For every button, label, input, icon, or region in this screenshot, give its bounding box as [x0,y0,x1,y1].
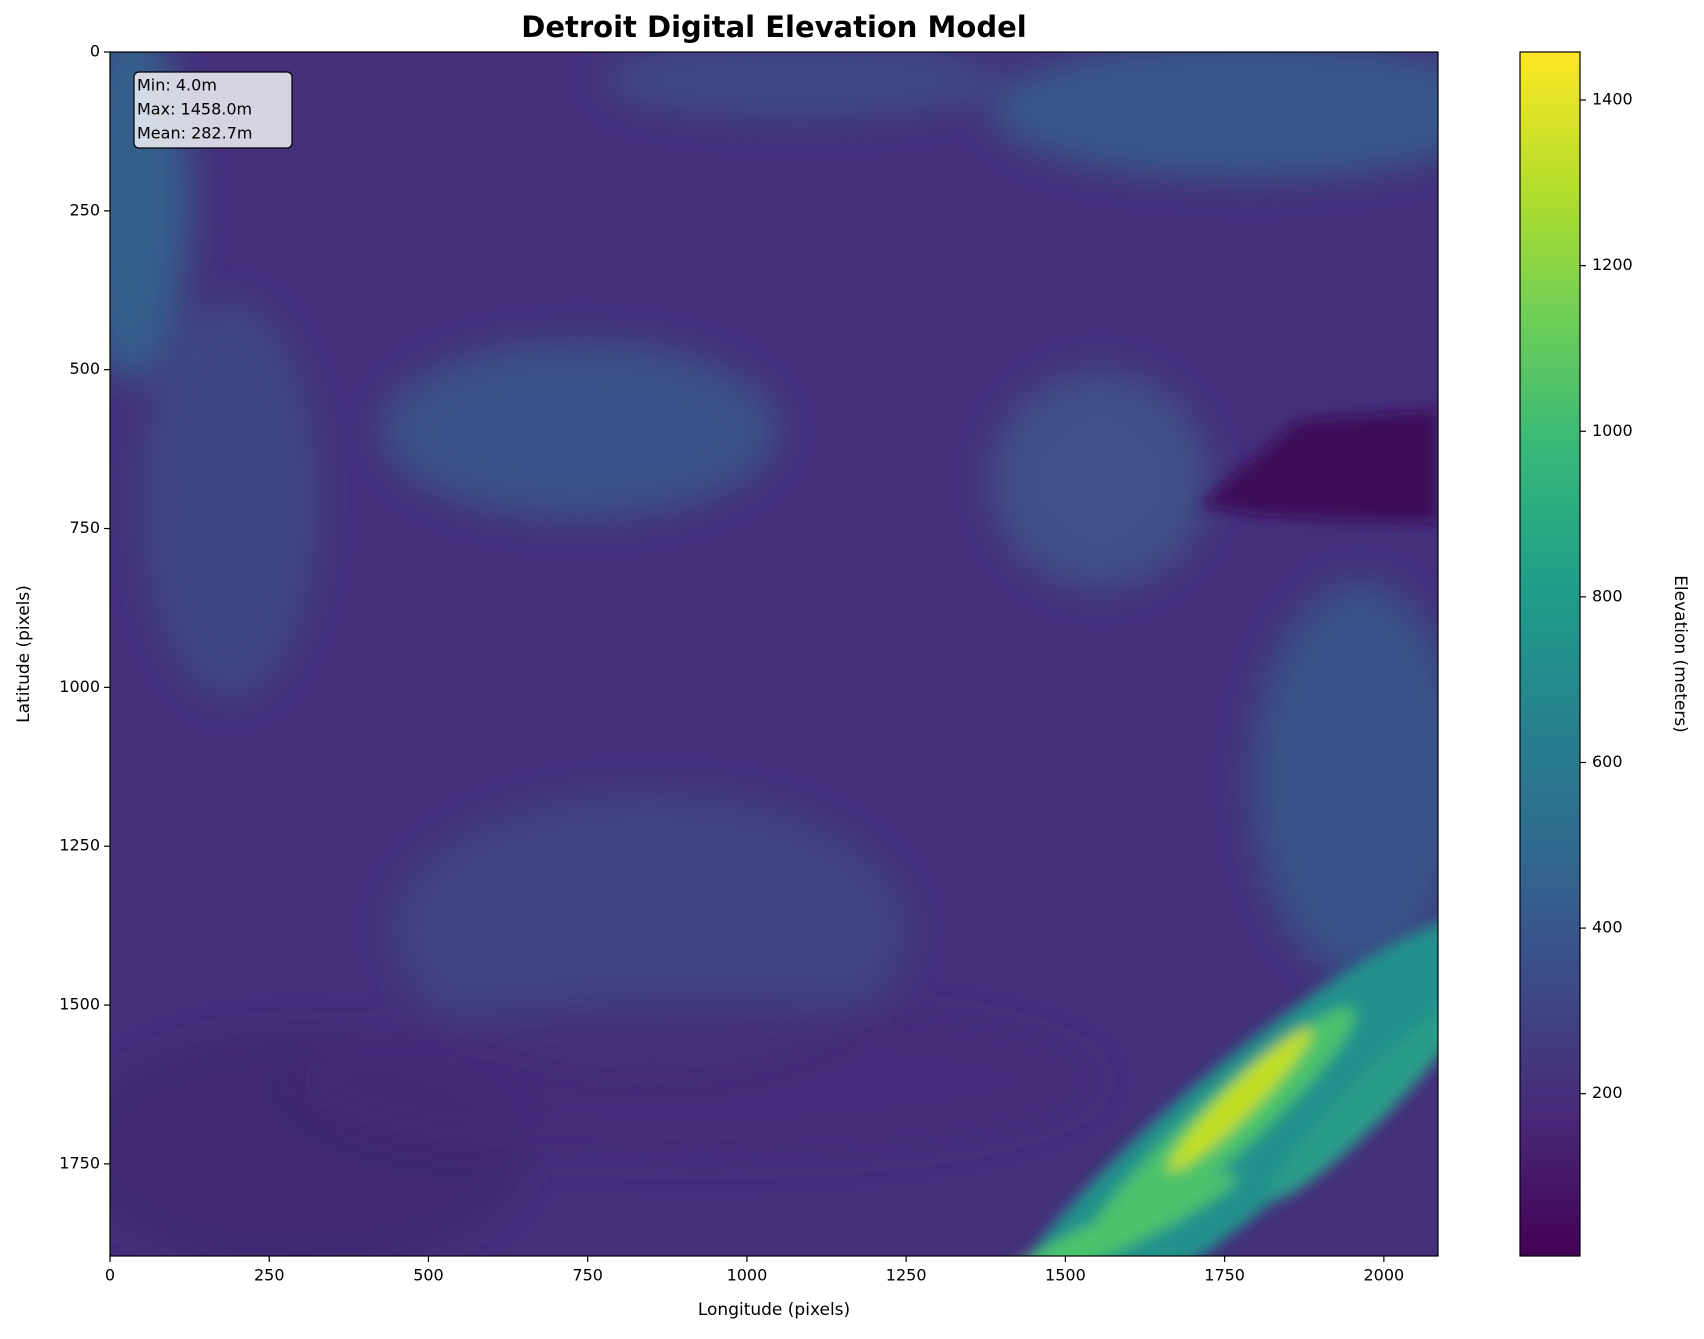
colorbar-tick-label: 600 [1592,752,1623,771]
x-tick-label: 1250 [886,1266,927,1285]
x-tick-label: 2000 [1364,1266,1405,1285]
y-tick-label: 750 [69,518,100,537]
colorbar [1520,52,1580,1256]
colorbar-tick-label: 1200 [1592,255,1633,274]
colorbar-tick-label: 200 [1592,1083,1623,1102]
y-tick-label: 1000 [59,677,100,696]
y-tick-label: 1500 [59,995,100,1014]
y-tick-label: 1250 [59,836,100,855]
x-tick-label: 1750 [1204,1266,1245,1285]
y-tick-label: 1750 [59,1153,100,1172]
stat-text: Mean: 282.7m [137,124,252,143]
elevation-raster [110,52,1438,1256]
plot-frame [109,51,1439,1257]
colorbar-frame [1519,51,1581,1257]
stats-box [133,71,293,149]
y-tick-label: 500 [69,359,100,378]
y-tick-label: 0 [90,42,100,61]
colorbar-tick-label: 1400 [1592,90,1633,109]
colorbar-tick-label: 400 [1592,918,1623,937]
y-axis-label: Latitude (pixels) [14,585,34,723]
colorbar-label: Elevation (meters) [1670,575,1690,733]
colorbar-tick-label: 800 [1592,586,1623,605]
colorbar-tick-label: 1000 [1592,421,1633,440]
x-tick-label: 750 [572,1266,603,1285]
x-tick-label: 500 [413,1266,444,1285]
y-tick-label: 250 [69,200,100,219]
x-tick-label: 250 [254,1266,285,1285]
x-tick-label: 0 [105,1266,115,1285]
stat-text: Max: 1458.0m [137,100,252,119]
x-tick-label: 1500 [1045,1266,1086,1285]
stat-text: Min: 4.0m [137,76,217,95]
x-axis-label: Longitude (pixels) [698,1300,850,1320]
chart-title: Detroit Digital Elevation Model [521,10,1026,44]
x-tick-label: 1000 [727,1266,768,1285]
